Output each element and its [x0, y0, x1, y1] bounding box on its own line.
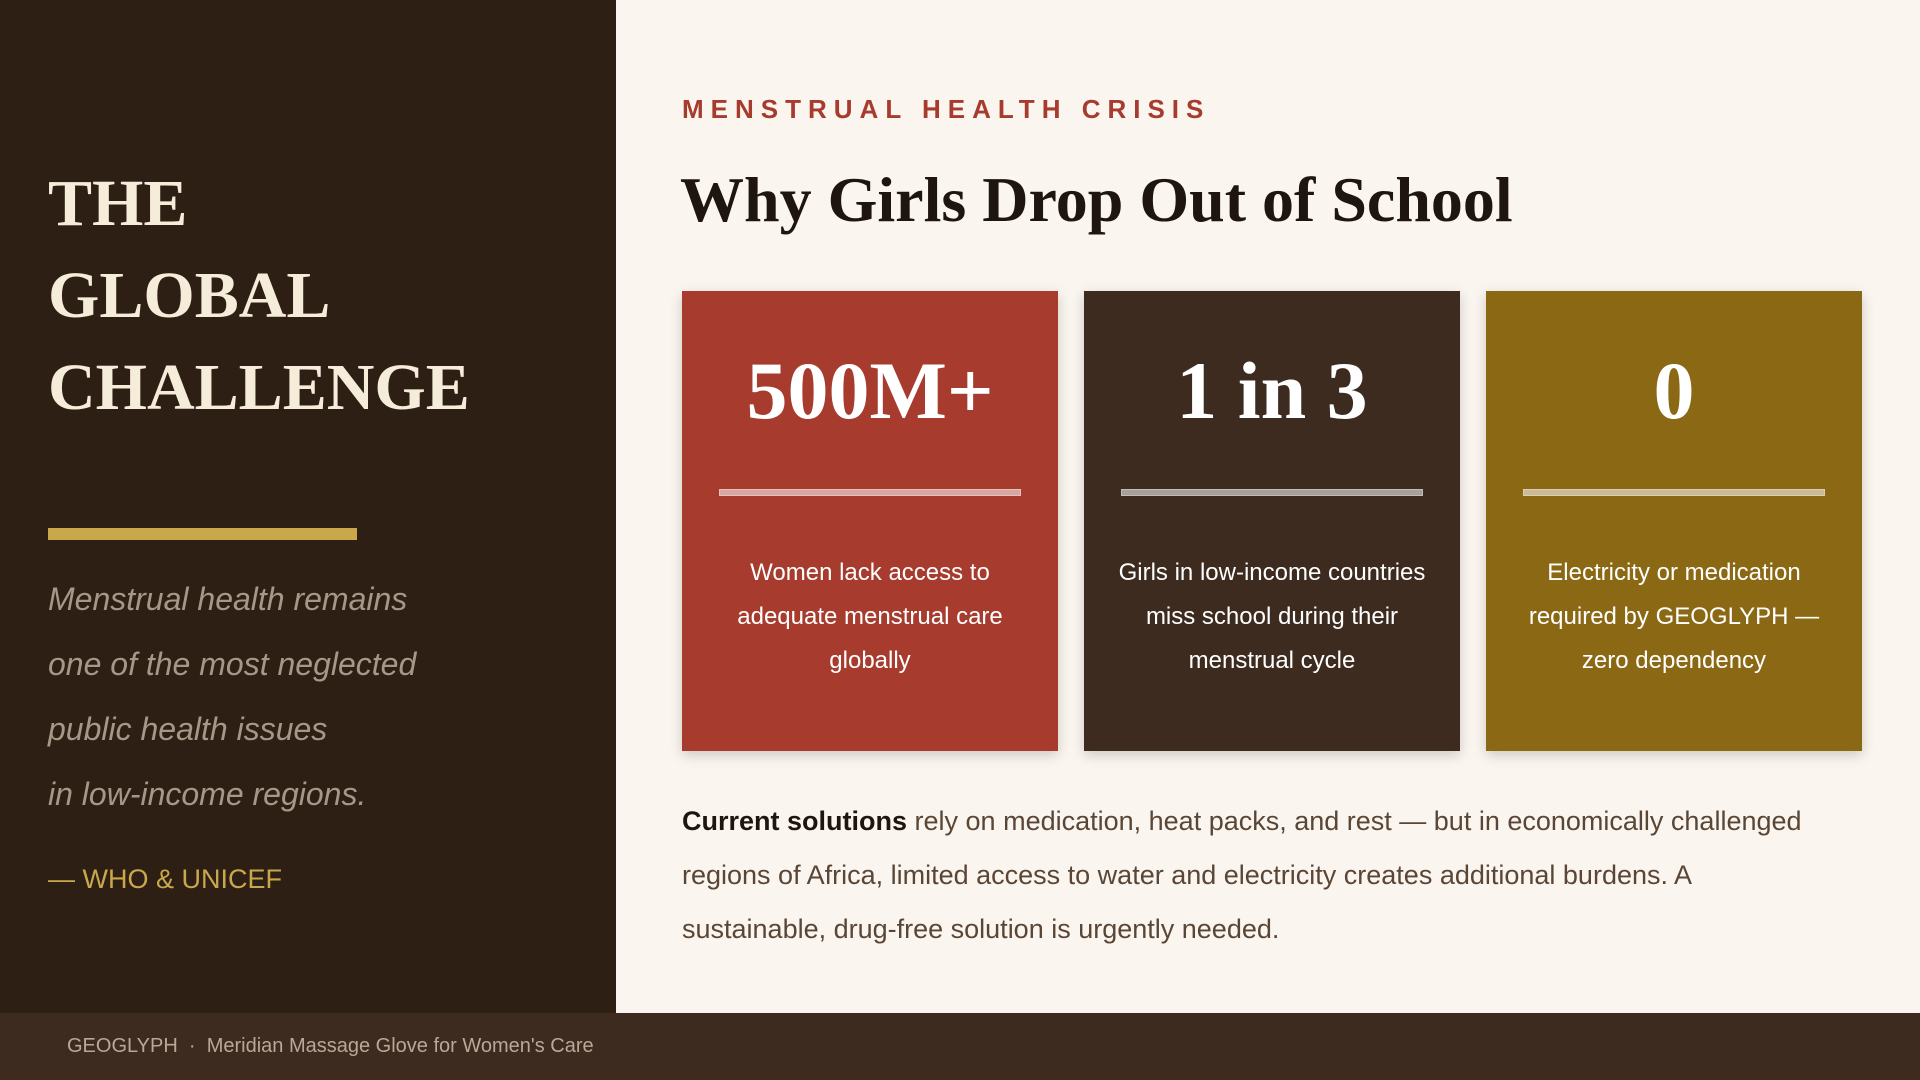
footer-brand: GEOGLYPH — [67, 1035, 178, 1057]
paragraph-lead: Current solutions — [682, 806, 908, 836]
title-line: CHALLENGE — [48, 351, 470, 424]
title-line: THE — [48, 167, 188, 240]
stat-value: 500M+ — [746, 345, 994, 436]
paragraph: Current solutions rely on medication, he… — [682, 794, 1832, 956]
stat-card: 500M+ Women lack access to adequate mens… — [682, 291, 1058, 751]
quote-line: one of the most neglected — [48, 646, 417, 682]
quote-line: public health issues — [48, 711, 328, 747]
stat-description: Women lack access to adequate menstrual … — [737, 559, 1003, 674]
stat-value: 1 in 3 — [1176, 345, 1368, 436]
attribution: — WHO & UNICEF — [48, 864, 282, 894]
stat-card: 1 in 3 Girls in low-income countries mis… — [1084, 291, 1460, 751]
heading: Why Girls Drop Out of School — [680, 164, 1513, 235]
footer: GEOGLYPH · Meridian Massage Glove for Wo… — [0, 1013, 1920, 1080]
eyebrow: MENSTRUAL HEALTH CRISIS — [682, 94, 1211, 124]
footer-separator: · — [188, 1035, 196, 1057]
quote: Menstrual health remains one of the most… — [48, 567, 416, 827]
sidebar: THE GLOBAL CHALLENGE Menstrual health re… — [0, 0, 616, 1013]
stat-value: 0 — [1653, 345, 1695, 436]
card-divider — [1523, 489, 1825, 496]
card-divider — [719, 489, 1021, 496]
title-line: GLOBAL — [48, 259, 331, 332]
card-divider — [1121, 489, 1423, 496]
paragraph-text: rely on medication, heat packs, and rest… — [682, 806, 1802, 944]
sidebar-title: THE GLOBAL CHALLENGE — [48, 158, 470, 434]
quote-line: in low-income regions. — [48, 776, 367, 812]
stat-card: 0 Electricity or medication required by … — [1486, 291, 1862, 751]
footer-tagline: Meridian Massage Glove for Women's Care — [206, 1035, 594, 1057]
accent-bar — [48, 528, 357, 540]
quote-line: Menstrual health remains — [48, 581, 408, 617]
stat-description: Electricity or medication required by GE… — [1528, 559, 1820, 674]
stat-description: Girls in low-income countries miss schoo… — [1118, 559, 1426, 674]
footer-text: GEOGLYPH · Meridian Massage Glove for Wo… — [67, 1013, 594, 1080]
